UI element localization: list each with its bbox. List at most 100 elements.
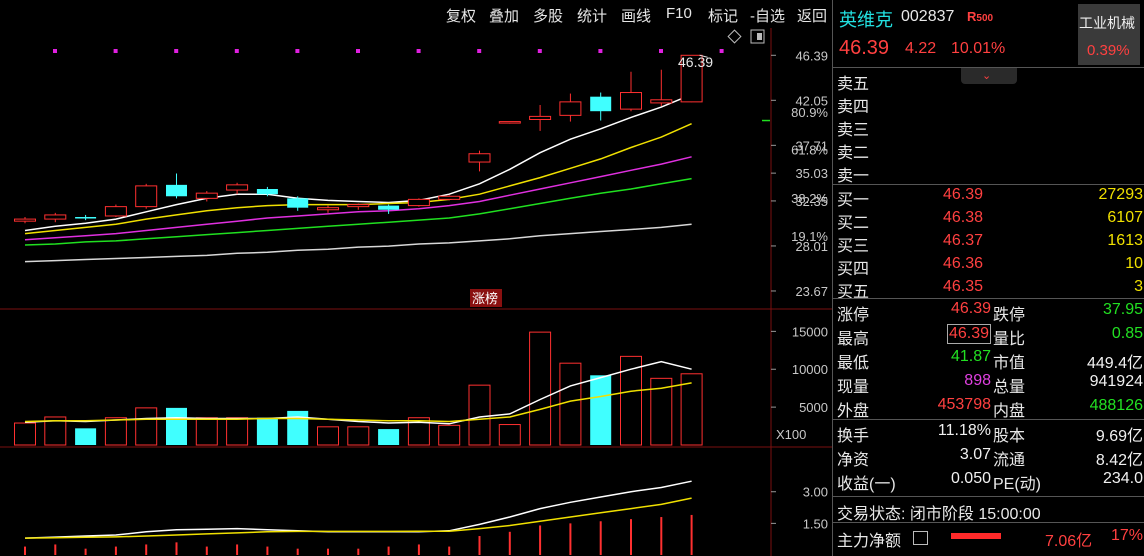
buy-level-price: 46.38 [943, 209, 984, 226]
volume-bar [378, 429, 400, 445]
toolbar-multi-stock-button[interactable]: 多股 [533, 8, 564, 25]
zhangbang-label: 涨榜 [472, 291, 498, 307]
volume-bar [559, 362, 582, 446]
candlestick[interactable] [226, 182, 249, 195]
signal-marker [598, 49, 603, 53]
layout-toggle-icon[interactable] [750, 29, 765, 44]
candlestick[interactable] [347, 203, 370, 210]
moving-average-line [24, 93, 692, 232]
candle-body [620, 92, 642, 110]
sell-level-row[interactable]: 卖二 [833, 138, 1144, 162]
candlestick[interactable] [44, 212, 67, 223]
diamond-icon[interactable] [727, 29, 742, 44]
chart-background [0, 28, 832, 556]
buy-level-row[interactable]: 买四 46.36 10 [833, 254, 1144, 278]
candlestick[interactable] [680, 54, 703, 103]
buy-level-row[interactable]: 买三 46.37 1613 [833, 231, 1144, 255]
fundamental-value: 8.42亿 [1095, 452, 1143, 469]
candle-body [135, 185, 158, 208]
stat-row: 现量 898 总量 941924 [833, 372, 1144, 396]
sell-level-row[interactable]: 卖四 [833, 92, 1144, 116]
last-price-pointer [699, 54, 708, 58]
candlestick[interactable] [498, 121, 521, 124]
sell-level-label: 卖一 [837, 168, 870, 185]
kline-chart-area[interactable]: 46.39 42.05 37.71 35.03 32.35 28.01 23.67 80.9%… [0, 28, 832, 556]
candlestick[interactable] [104, 204, 127, 218]
stat-value: 37.95 [1102, 301, 1143, 318]
volume-bar [226, 417, 249, 446]
toolbar-back-button[interactable]: 返回 [797, 8, 828, 25]
toolbar-fuquan-button[interactable]: 复权 [446, 8, 477, 25]
collapse-toggle[interactable]: ⌄ [961, 68, 1017, 84]
signal-marker [537, 49, 542, 53]
buy-level-volume: 6107 [1107, 209, 1143, 226]
moving-average-line [24, 156, 692, 241]
stock-code: 002837 [901, 8, 955, 25]
candle-body [195, 192, 218, 199]
candlestick[interactable] [559, 93, 582, 122]
fib-pct-label: 80.9% [791, 105, 828, 120]
candle-body [498, 121, 521, 124]
candlestick[interactable] [620, 71, 642, 112]
candlestick[interactable] [378, 204, 400, 214]
volume-pane[interactable] [14, 331, 703, 446]
candle-body [14, 218, 36, 222]
volume-bar [620, 355, 642, 446]
candlestick[interactable] [135, 183, 158, 209]
buy-level-row[interactable]: 买五 46.35 3 [833, 277, 1144, 301]
indicator-tick-label: 3.00 [803, 485, 828, 500]
fundamental-row: 收益(一) 0.050 PE(动) 234.0 [833, 469, 1144, 493]
stat-label: 市值 [993, 355, 1026, 372]
volume-bar [14, 422, 36, 446]
detail-list-icon[interactable] [913, 531, 928, 545]
candlestick[interactable] [529, 104, 552, 131]
candlestick[interactable] [195, 191, 218, 202]
fib-pct-label: 61.8% [791, 142, 828, 157]
volume-bar [44, 416, 67, 446]
toolbar-mark-button[interactable]: 标记 [708, 8, 739, 25]
buy-level-row[interactable]: 买一 46.39 27293 [833, 185, 1144, 209]
stat-value: 449.4亿 [1086, 355, 1143, 372]
volume-ma-line [24, 382, 692, 423]
toolbar-draw-line-button[interactable]: 画线 [621, 8, 652, 25]
candlestick[interactable] [256, 186, 278, 197]
candlestick[interactable] [590, 92, 612, 121]
candlestick[interactable] [14, 217, 36, 224]
stat-value: 46.39 [950, 300, 991, 317]
candlestick[interactable] [468, 150, 491, 172]
stat-label: 跌停 [993, 307, 1026, 324]
signal-marker [659, 49, 663, 53]
toolbar-watchlist-button[interactable]: -自选 [750, 8, 785, 25]
moving-average-line [24, 223, 692, 263]
fundamental-value: 0.050 [950, 470, 991, 487]
volume-tick-label: 5000 [799, 400, 828, 415]
sell-level-row[interactable]: 卖一 [833, 161, 1144, 185]
fundamental-value: 3.07 [959, 446, 991, 463]
toolbar-stats-button[interactable]: 统计 [577, 8, 608, 25]
sell-level-row[interactable]: 卖三 [833, 115, 1144, 139]
buy-level-row[interactable]: 买二 46.38 6107 [833, 208, 1144, 232]
industry-box[interactable]: 工业机械 0.39% [1078, 4, 1140, 65]
candlestick[interactable] [75, 214, 97, 221]
candlestick[interactable] [317, 205, 339, 213]
sell-level-row[interactable]: 卖五 [833, 69, 1144, 93]
fib-pct-label: 19.1% [791, 229, 828, 244]
candle-body [680, 54, 703, 103]
volume-bar [468, 384, 491, 446]
buy-level-label: 买五 [837, 284, 870, 301]
candlestick[interactable] [407, 198, 430, 207]
price-pane[interactable] [14, 49, 724, 263]
stat-label: 量比 [993, 331, 1026, 348]
candle-body [256, 189, 278, 195]
candlestick[interactable] [166, 173, 187, 199]
main-flow-value: 7.06亿 [1045, 533, 1093, 550]
price-change: 4.22 [905, 40, 937, 57]
toolbar-f10-button[interactable]: F10 [666, 5, 692, 22]
candlestick[interactable] [287, 196, 309, 211]
toolbar-overlay-button[interactable]: 叠加 [489, 8, 520, 25]
candlestick[interactable] [438, 195, 461, 201]
indicator-pane[interactable] [24, 480, 693, 555]
candle-body [347, 204, 370, 208]
candlestick[interactable] [650, 69, 673, 107]
indicator-tick-label: 1.50 [803, 516, 828, 531]
